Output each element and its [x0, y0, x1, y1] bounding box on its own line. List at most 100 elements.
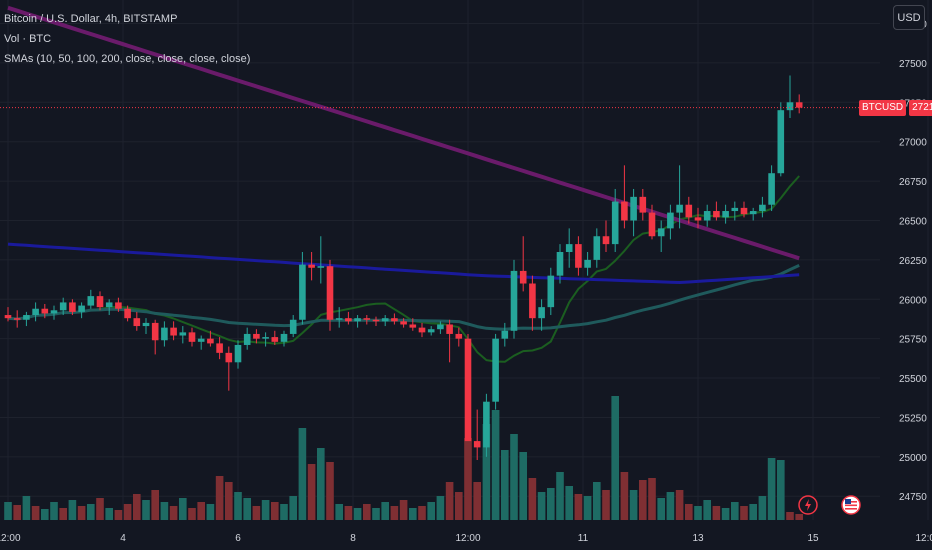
- candle-body: [473, 441, 481, 448]
- volume-bar: [105, 508, 113, 520]
- volume-bar: [225, 482, 233, 520]
- candle-body: [188, 332, 196, 342]
- candle-body: [133, 318, 141, 327]
- candle-body: [271, 337, 279, 342]
- y-tick-label: 27000: [899, 138, 927, 149]
- volume-bar: [13, 505, 21, 520]
- price-axis[interactable]: 24750 25000 25250 25500 25750 26000 26250 26500…: [899, 20, 927, 504]
- volume-bar: [353, 508, 362, 520]
- candle-body: [749, 211, 757, 215]
- lightning-icon[interactable]: [798, 495, 818, 515]
- x-tick-label: 12:00: [915, 533, 932, 544]
- candle-body: [722, 211, 729, 218]
- volume-bar: [179, 498, 187, 520]
- volume-bar: [252, 506, 261, 520]
- candle-body: [501, 330, 509, 339]
- y-tick-label: 24750: [899, 492, 927, 503]
- candle-body: [345, 318, 352, 322]
- volume-bar: [298, 428, 307, 520]
- candle-body: [115, 302, 122, 309]
- volume-bar: [455, 492, 463, 520]
- volume-bar: [528, 478, 537, 520]
- candle-body: [657, 228, 665, 237]
- candle-body: [262, 337, 269, 339]
- volume-bar: [482, 424, 491, 520]
- currency-button[interactable]: USD: [893, 5, 925, 30]
- volume-bar: [464, 438, 472, 520]
- y-tick-label: 26500: [899, 216, 927, 227]
- volume-bar: [50, 502, 58, 520]
- volume-bar: [317, 448, 325, 520]
- candle-body: [437, 324, 444, 330]
- candle-body: [381, 318, 389, 322]
- volume-bar: [629, 490, 638, 520]
- x-tick-label: 13: [692, 533, 704, 544]
- volume-bar: [657, 498, 665, 520]
- volume-bar: [602, 490, 610, 520]
- candle-body: [584, 259, 591, 268]
- volume-bar: [501, 450, 509, 520]
- candle-body: [59, 302, 67, 311]
- volume-bar: [740, 506, 748, 520]
- volume-bar: [307, 464, 316, 520]
- volume-bar: [777, 460, 785, 520]
- candle-body: [556, 252, 564, 276]
- volume-bar: [758, 496, 767, 520]
- candle-body: [602, 236, 610, 245]
- volume-bar: [519, 452, 527, 520]
- candle-body: [151, 322, 159, 341]
- candle-body: [731, 207, 739, 212]
- candle-body: [372, 319, 380, 322]
- us-flag-icon[interactable]: [841, 495, 861, 515]
- candle-body: [427, 329, 435, 333]
- candle-body: [243, 333, 251, 345]
- candle-body: [41, 308, 49, 314]
- volume-bar: [473, 482, 481, 520]
- volume-bar: [427, 502, 435, 520]
- candlestick-series: [4, 75, 803, 460]
- legend-smas[interactable]: SMAs (10, 50, 100, 200, close, close, cl…: [4, 53, 251, 65]
- volume-bar: [22, 496, 31, 520]
- volume-bar: [593, 482, 601, 520]
- volume-bar: [96, 498, 104, 520]
- volume-bar: [234, 492, 242, 520]
- legend-symbol[interactable]: Bitcoin / U.S. Dollar, 4h, BITSTAMP: [4, 13, 178, 25]
- y-tick-label: 25250: [899, 413, 927, 424]
- volume-bar: [675, 490, 684, 520]
- candle-body: [409, 324, 417, 328]
- candle-body: [216, 343, 223, 353]
- candle-body: [519, 270, 527, 284]
- candle-body: [354, 318, 361, 322]
- last-price-badge: BTCUSD 27216: [859, 99, 932, 116]
- volume-bar: [59, 508, 67, 520]
- y-tick-label: 27500: [899, 59, 927, 70]
- candle-body: [308, 264, 315, 268]
- candle-body: [455, 333, 463, 339]
- volume-bar: [556, 472, 564, 520]
- volume-bar: [280, 504, 288, 520]
- candle-body: [759, 204, 766, 212]
- volume-bar: [786, 512, 794, 520]
- volume-bar: [123, 504, 132, 520]
- volume-bar: [445, 482, 454, 520]
- candle-body: [786, 102, 794, 111]
- candle-body: [418, 327, 426, 333]
- volume-bar: [436, 496, 445, 520]
- chart-grid: [0, 0, 929, 520]
- x-tick-label: 6: [235, 533, 241, 544]
- volume-bar: [565, 486, 573, 520]
- volume-bar: [620, 472, 629, 520]
- volume-bar: [639, 480, 647, 520]
- volume-bar: [4, 502, 12, 520]
- candle-body: [593, 236, 601, 260]
- legend-volume[interactable]: Vol · BTC: [4, 33, 52, 45]
- candle-body: [335, 318, 343, 320]
- candle-body: [464, 338, 472, 442]
- candle-body: [777, 110, 785, 174]
- volume-bar: [133, 494, 141, 520]
- volume-bar: [206, 504, 215, 520]
- price-badge-value: 27216: [909, 99, 932, 116]
- candle-body: [667, 212, 674, 229]
